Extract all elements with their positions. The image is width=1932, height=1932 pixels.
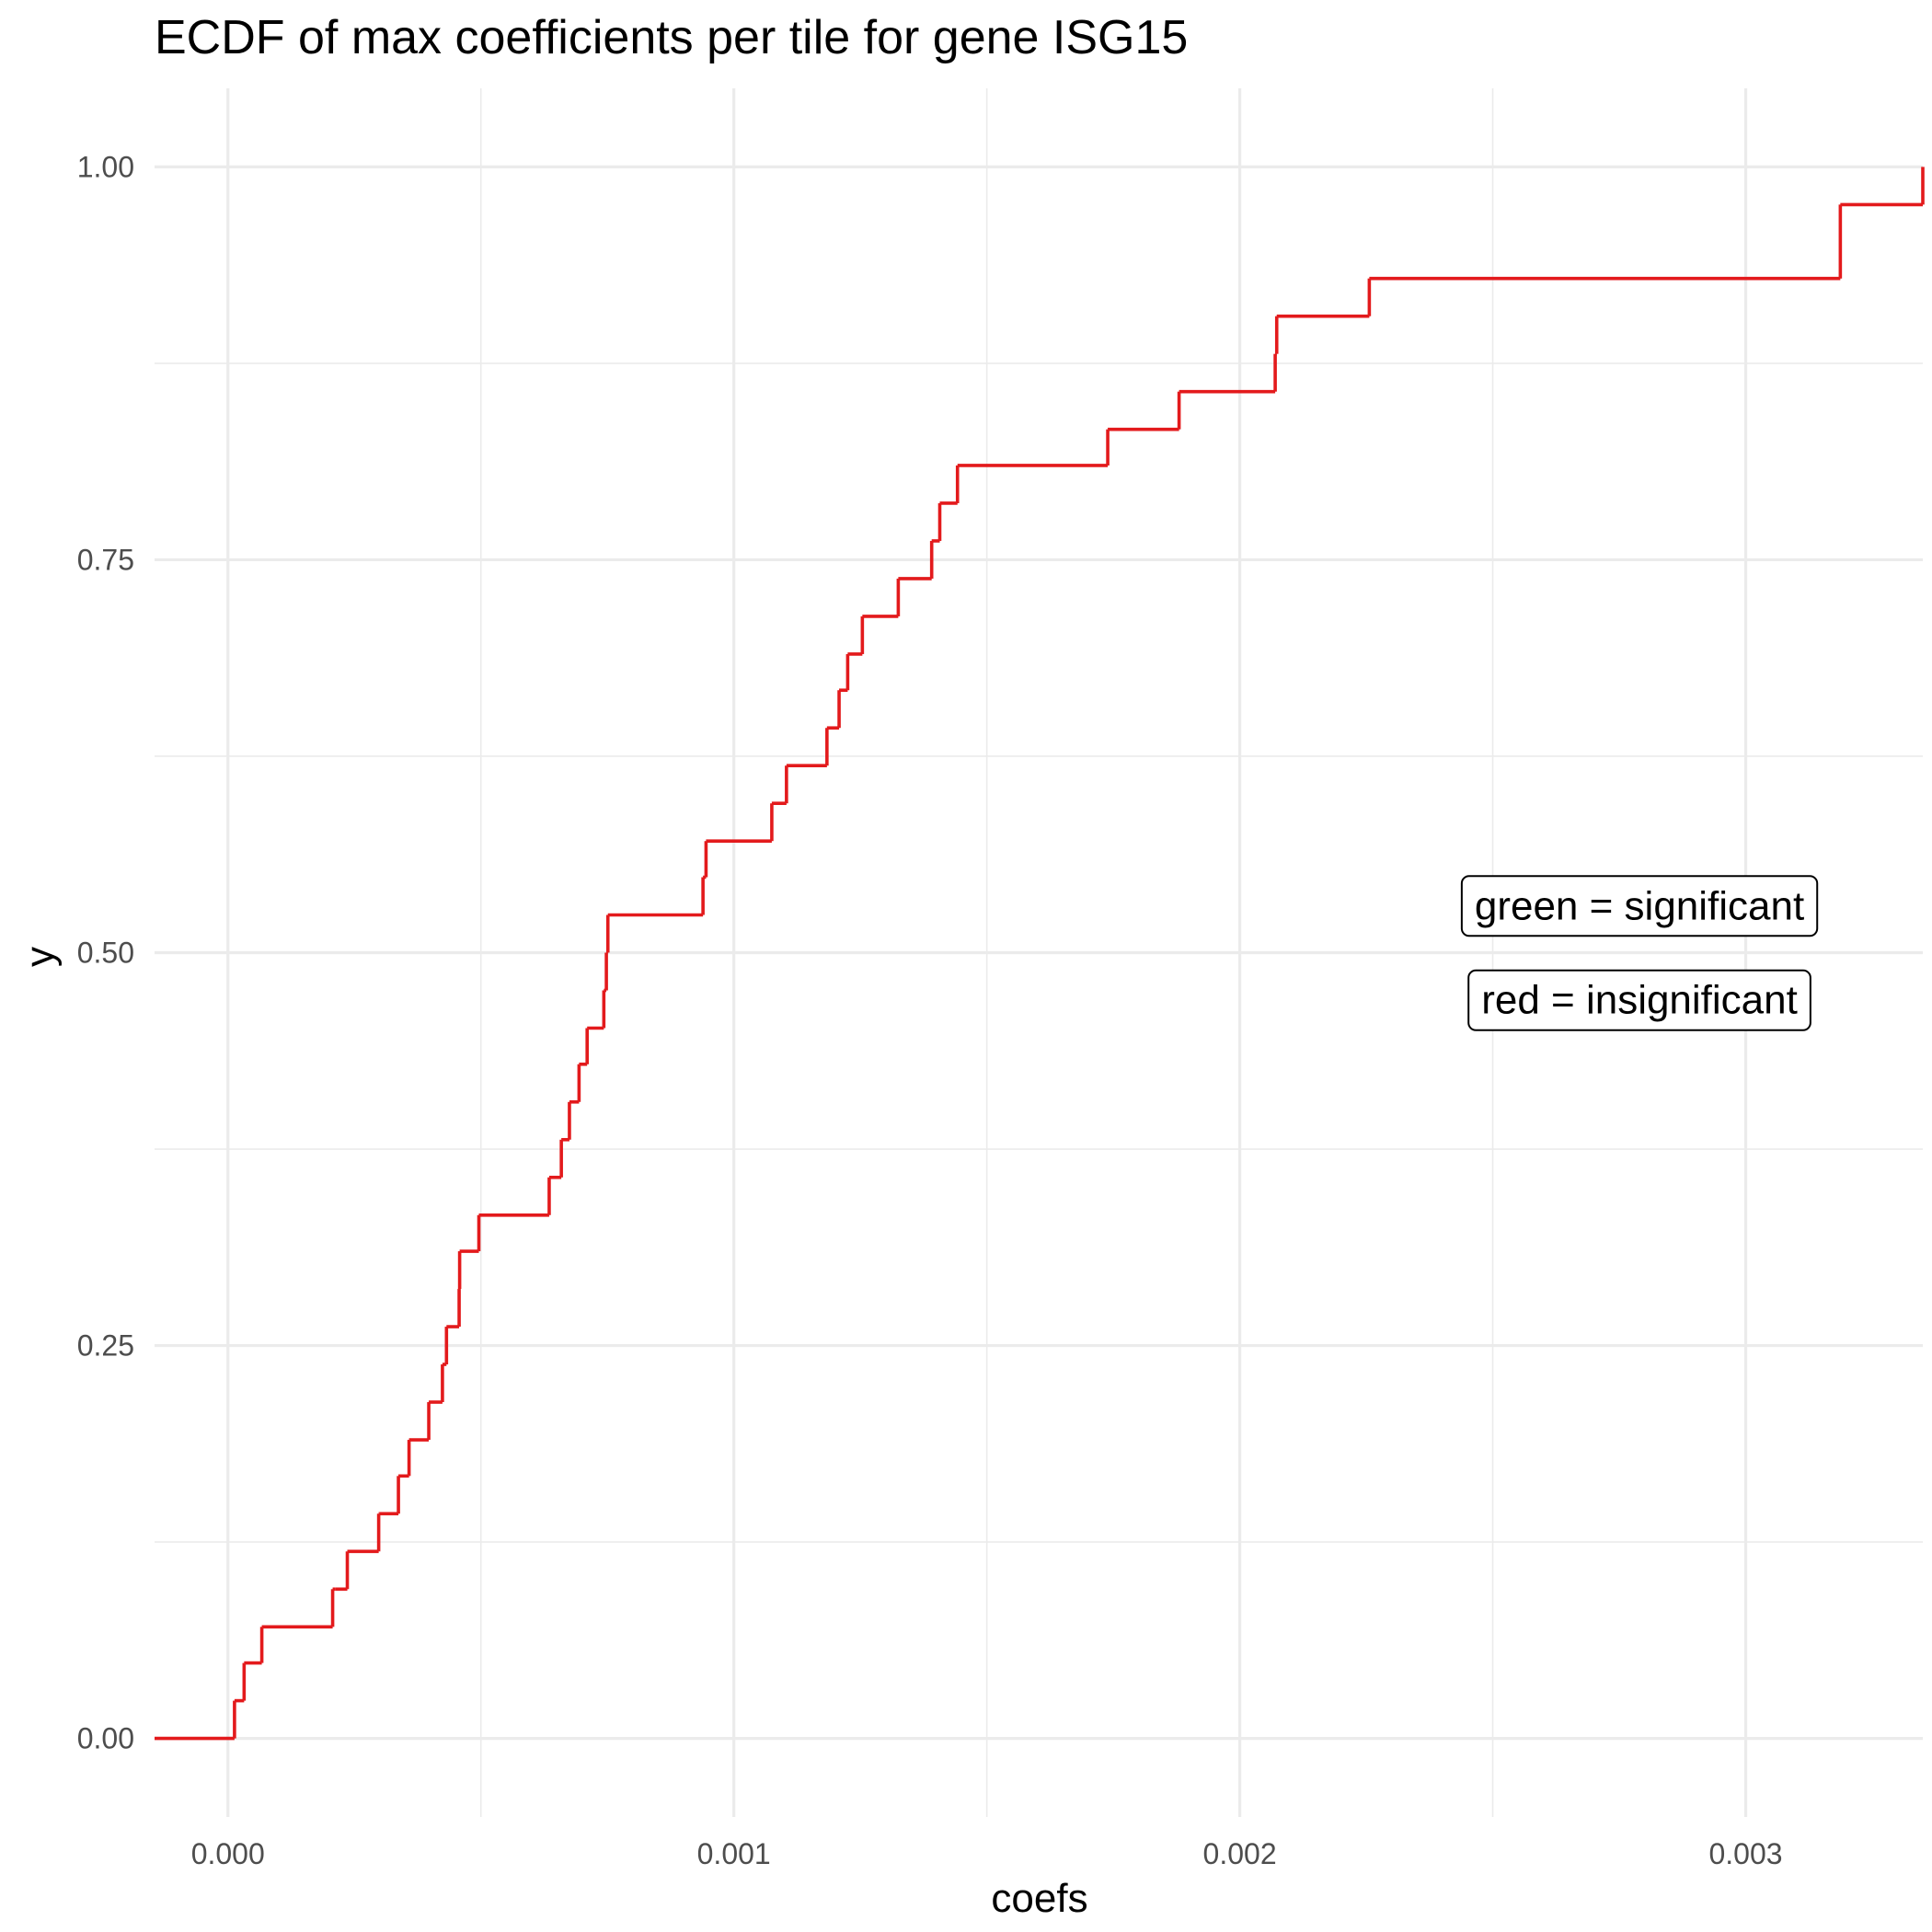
x-tick-label: 0.000 <box>191 1837 265 1870</box>
annotation-text: green = significant <box>1475 883 1804 928</box>
y-axis-label: y <box>17 947 63 967</box>
y-tick-label: 0.00 <box>77 1722 134 1755</box>
x-axis-label: coefs <box>991 1876 1087 1921</box>
x-tick-label: 0.001 <box>697 1837 771 1870</box>
y-tick-label: 0.25 <box>77 1329 134 1363</box>
x-tick-label: 0.002 <box>1203 1837 1277 1870</box>
y-tick-label: 0.50 <box>77 937 134 970</box>
chart-title: ECDF of max coefficients per tile for ge… <box>155 11 1188 64</box>
y-tick-label: 0.75 <box>77 543 134 576</box>
annotation-box <box>1467 969 1811 1031</box>
annotation-text: red = insignificant <box>1481 978 1798 1023</box>
annotation-label: green = significant <box>1460 875 1819 937</box>
annotation-box <box>1460 875 1819 937</box>
annotations: green = significant red = insignificant <box>1460 875 1819 1031</box>
grid <box>155 88 1923 1817</box>
x-tick-label: 0.003 <box>1708 1837 1782 1870</box>
series-layer <box>155 167 1925 1741</box>
annotation-label: red = insignificant <box>1467 969 1811 1031</box>
tick-labels: 0.000 0.001 0.002 0.003 0.00 0.25 0.50 0.75 1.00 <box>77 150 1783 1870</box>
y-tick-label: 1.00 <box>77 150 134 183</box>
